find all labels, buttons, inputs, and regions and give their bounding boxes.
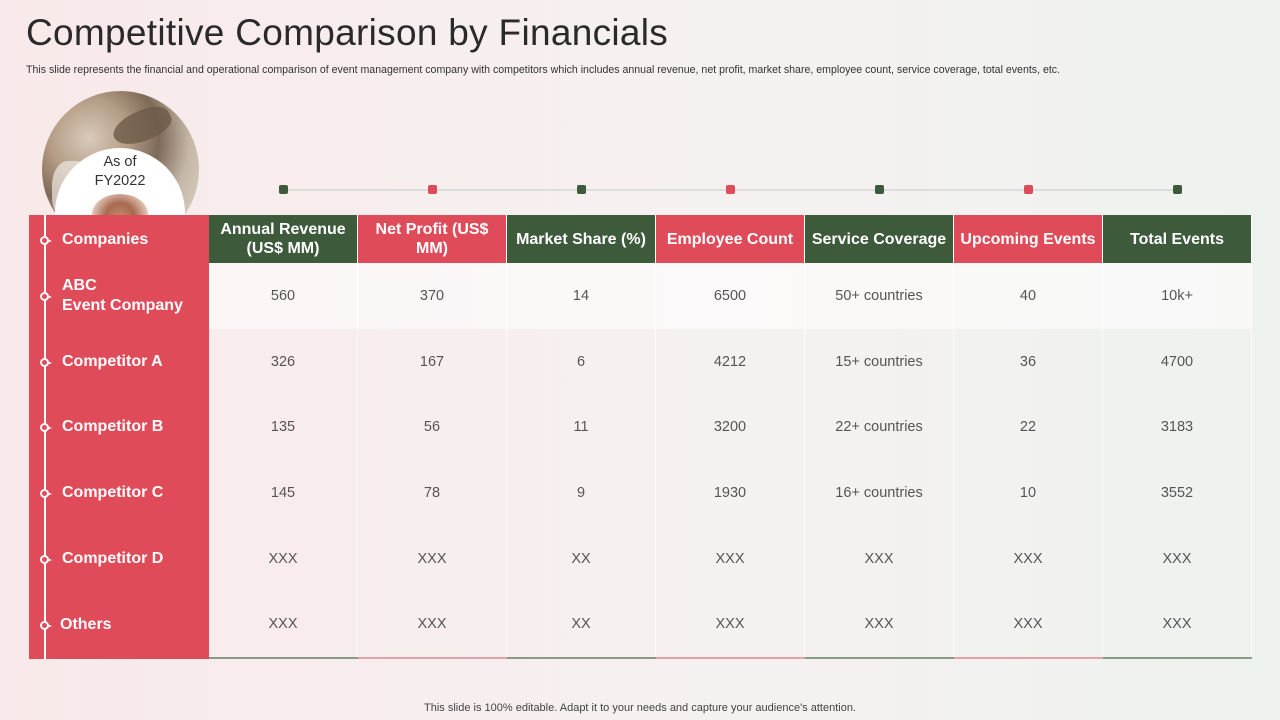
table-cell: 145 (209, 460, 358, 526)
column-header: Annual Revenue (US$ MM) (209, 215, 358, 263)
row-label-connector (44, 215, 46, 659)
table-cell: 4700 (1103, 328, 1252, 395)
table-cell: 4212 (656, 328, 805, 395)
timeline-dot (577, 185, 586, 194)
column-header: Net Profit (US$ MM) (358, 215, 507, 263)
timeline-dot (1024, 185, 1033, 194)
table-cell: 14 (507, 263, 656, 329)
table-cell: XXX (209, 591, 358, 658)
row-marker-icon (40, 554, 52, 564)
table-cell: XXX (209, 525, 358, 592)
row-marker-icon (40, 357, 52, 367)
table-row: XXX XXX XX XXX XXX XXX XXX (209, 591, 1252, 658)
table-cell: XXX (954, 591, 1103, 658)
table-cell: 16+ countries (805, 460, 954, 526)
table-cell: XXX (358, 591, 507, 658)
table-header-row: Annual Revenue (US$ MM) Net Profit (US$ M… (209, 215, 1252, 263)
comparison-table: Annual Revenue (US$ MM) Net Profit (US$ M… (209, 215, 1252, 658)
table-cell: 3200 (656, 394, 805, 461)
table-cell: 1930 (656, 460, 805, 526)
column-header: Service Coverage (805, 215, 954, 263)
table-cell: 370 (358, 263, 507, 329)
table-cell: 15+ countries (805, 328, 954, 395)
table-cell: 135 (209, 394, 358, 461)
column-header: Total Events (1103, 215, 1252, 263)
row-label: Competitor C (62, 484, 164, 502)
timeline-dot (1173, 185, 1182, 194)
table-cell: 56 (358, 394, 507, 461)
row-label: Competitor D (62, 549, 164, 567)
table-cell: XXX (656, 591, 805, 658)
table-row: 560 370 14 6500 50+ countries 40 10k+ (209, 263, 1252, 329)
row-marker-icon (40, 236, 52, 245)
table-cell: 167 (358, 328, 507, 395)
table-cell: XXX (805, 591, 954, 658)
page-subtitle: This slide represents the financial and … (26, 64, 1061, 76)
row-label-panel (29, 215, 209, 659)
table-row: XXX XXX XX XXX XXX XXX XXX (209, 525, 1252, 592)
table-cell: 3552 (1103, 460, 1252, 526)
table-cell: 10k+ (1103, 263, 1252, 329)
column-header: Market Share (%) (507, 215, 656, 263)
table-cell: XXX (656, 525, 805, 592)
table-cell: XXX (954, 525, 1103, 592)
table-cell: 326 (209, 328, 358, 395)
table-cell: XXX (358, 525, 507, 592)
table-cell: 22 (954, 394, 1103, 461)
table-cell: 10 (954, 460, 1103, 526)
table-cell: 22+ countries (805, 394, 954, 461)
table-row: 145 78 9 1930 16+ countries 10 3552 (209, 460, 1252, 526)
table-row: 135 56 11 3200 22+ countries 22 3183 (209, 394, 1252, 461)
row-label: Competitor A (62, 352, 163, 370)
table-row: 326 167 6 4212 15+ countries 36 4700 (209, 328, 1252, 395)
row-marker-icon (40, 292, 52, 301)
timeline-dot (875, 185, 884, 194)
table-cell: 6 (507, 328, 656, 395)
timeline-dot (279, 185, 288, 194)
row-marker-icon (40, 620, 52, 630)
row-marker-icon (40, 423, 52, 433)
column-header: Employee Count (656, 215, 805, 263)
table-cell: 560 (209, 263, 358, 329)
table-cell: 9 (507, 460, 656, 526)
table-cell: XXX (1103, 525, 1252, 592)
table-cell: XXX (1103, 591, 1252, 658)
footer-note: This slide is 100% editable. Adapt it to… (424, 702, 856, 714)
row-label: Competitor B (62, 418, 164, 436)
table-cell: 3183 (1103, 394, 1252, 461)
row-label: ABC Event Company (62, 277, 183, 314)
table-cell: XX (507, 525, 656, 592)
table-cell: 36 (954, 328, 1103, 395)
page-title: Competitive Comparison by Financials (26, 12, 669, 53)
table-cell: 11 (507, 394, 656, 461)
table-cell: 50+ countries (805, 263, 954, 329)
row-marker-icon (40, 489, 52, 499)
row-label: Others (60, 615, 112, 633)
table-cell: 40 (954, 263, 1103, 329)
timeline-dot (726, 185, 735, 194)
as-of-label: As of (103, 154, 137, 170)
timeline-dot (428, 185, 437, 194)
table-cell: XX (507, 591, 656, 658)
row-header-label: Companies (62, 231, 149, 248)
fiscal-year-label: FY2022 (94, 173, 146, 189)
table-cell: XXX (805, 525, 954, 592)
column-header: Upcoming Events (954, 215, 1103, 263)
table-cell: 78 (358, 460, 507, 526)
table-cell: 6500 (656, 263, 805, 329)
table-bottom-border (209, 657, 1252, 659)
